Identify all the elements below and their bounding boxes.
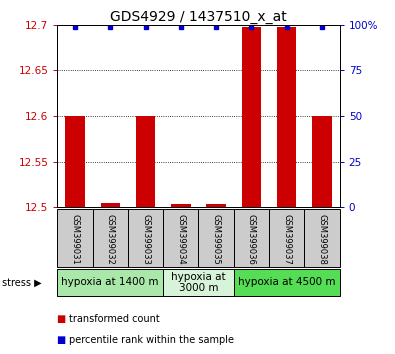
Bar: [128, 209, 163, 267]
Title: GDS4929 / 1437510_x_at: GDS4929 / 1437510_x_at: [110, 10, 287, 24]
Bar: [65, 116, 85, 207]
Text: GSM399035: GSM399035: [212, 213, 221, 264]
Text: GSM399032: GSM399032: [106, 213, 115, 264]
Bar: [277, 27, 297, 207]
Bar: [92, 209, 128, 267]
Text: GSM399037: GSM399037: [282, 213, 291, 264]
Text: GSM399034: GSM399034: [176, 213, 185, 264]
Bar: [163, 209, 198, 267]
Bar: [136, 116, 155, 207]
Bar: [242, 27, 261, 207]
Text: hypoxia at 1400 m: hypoxia at 1400 m: [62, 277, 159, 287]
Bar: [57, 269, 163, 296]
Bar: [163, 269, 234, 296]
Text: hypoxia at 4500 m: hypoxia at 4500 m: [238, 277, 335, 287]
Bar: [207, 204, 226, 207]
Text: GSM399031: GSM399031: [70, 213, 79, 264]
Text: hypoxia at
3000 m: hypoxia at 3000 m: [171, 272, 226, 293]
Bar: [199, 209, 234, 267]
Bar: [269, 209, 305, 267]
Bar: [305, 209, 340, 267]
Bar: [234, 209, 269, 267]
Text: percentile rank within the sample: percentile rank within the sample: [69, 335, 234, 345]
Bar: [312, 116, 332, 207]
Text: GSM399036: GSM399036: [247, 213, 256, 264]
Text: GSM399033: GSM399033: [141, 213, 150, 264]
Text: ■: ■: [56, 335, 66, 345]
Text: stress ▶: stress ▶: [2, 277, 41, 287]
Bar: [100, 202, 120, 207]
Bar: [234, 269, 340, 296]
Text: GSM399038: GSM399038: [318, 213, 327, 264]
Text: ■: ■: [56, 314, 66, 324]
Text: transformed count: transformed count: [69, 314, 160, 324]
Bar: [57, 209, 92, 267]
Bar: [171, 204, 190, 207]
